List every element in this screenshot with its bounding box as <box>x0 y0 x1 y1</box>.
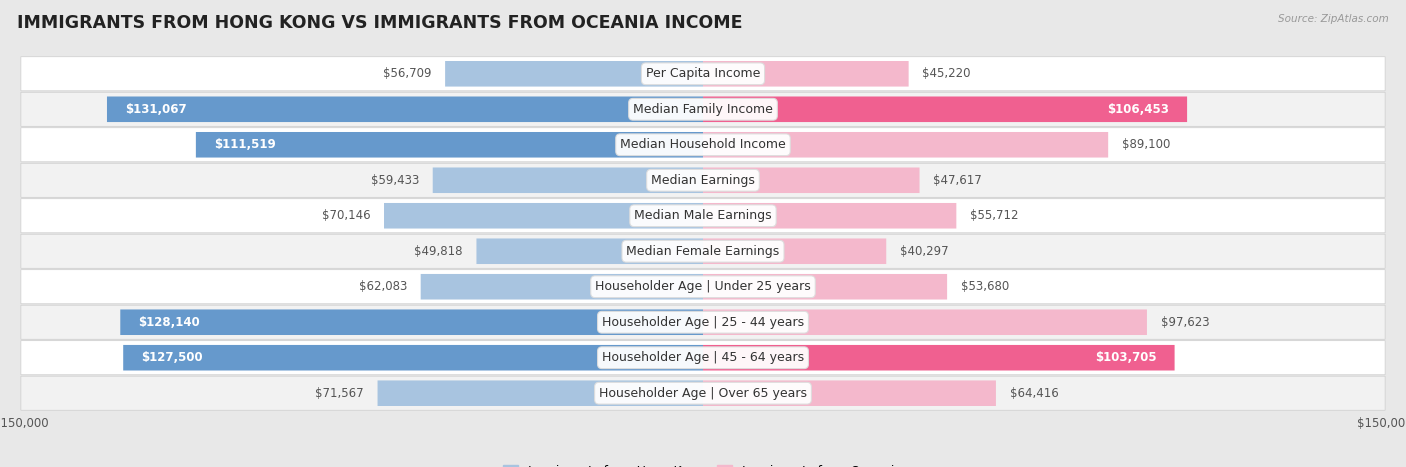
FancyBboxPatch shape <box>703 381 995 406</box>
Text: Median Earnings: Median Earnings <box>651 174 755 187</box>
Text: Median Family Income: Median Family Income <box>633 103 773 116</box>
Text: Householder Age | Over 65 years: Householder Age | Over 65 years <box>599 387 807 400</box>
Text: $45,220: $45,220 <box>922 67 970 80</box>
FancyBboxPatch shape <box>21 270 1385 304</box>
Text: $59,433: $59,433 <box>371 174 419 187</box>
Text: $70,146: $70,146 <box>322 209 370 222</box>
FancyBboxPatch shape <box>703 132 1108 157</box>
FancyBboxPatch shape <box>378 381 703 406</box>
FancyBboxPatch shape <box>107 97 703 122</box>
Text: Per Capita Income: Per Capita Income <box>645 67 761 80</box>
FancyBboxPatch shape <box>703 97 1187 122</box>
FancyBboxPatch shape <box>703 168 920 193</box>
Text: Median Male Earnings: Median Male Earnings <box>634 209 772 222</box>
FancyBboxPatch shape <box>703 274 948 299</box>
FancyBboxPatch shape <box>703 203 956 228</box>
Text: $89,100: $89,100 <box>1122 138 1170 151</box>
FancyBboxPatch shape <box>121 310 703 335</box>
Text: $55,712: $55,712 <box>970 209 1018 222</box>
FancyBboxPatch shape <box>703 345 1174 370</box>
FancyBboxPatch shape <box>433 168 703 193</box>
Text: $131,067: $131,067 <box>125 103 187 116</box>
Text: $53,680: $53,680 <box>960 280 1010 293</box>
FancyBboxPatch shape <box>446 61 703 86</box>
Text: $49,818: $49,818 <box>415 245 463 258</box>
FancyBboxPatch shape <box>21 128 1385 162</box>
FancyBboxPatch shape <box>703 310 1147 335</box>
FancyBboxPatch shape <box>420 274 703 299</box>
FancyBboxPatch shape <box>124 345 703 370</box>
FancyBboxPatch shape <box>21 199 1385 233</box>
Text: $111,519: $111,519 <box>214 138 276 151</box>
Text: $40,297: $40,297 <box>900 245 949 258</box>
Text: Source: ZipAtlas.com: Source: ZipAtlas.com <box>1278 14 1389 24</box>
Text: $71,567: $71,567 <box>315 387 364 400</box>
Text: $103,705: $103,705 <box>1095 351 1156 364</box>
FancyBboxPatch shape <box>384 203 703 228</box>
FancyBboxPatch shape <box>21 376 1385 410</box>
Text: Median Household Income: Median Household Income <box>620 138 786 151</box>
Text: Householder Age | 25 - 44 years: Householder Age | 25 - 44 years <box>602 316 804 329</box>
Text: $64,416: $64,416 <box>1010 387 1059 400</box>
Text: Householder Age | Under 25 years: Householder Age | Under 25 years <box>595 280 811 293</box>
Text: IMMIGRANTS FROM HONG KONG VS IMMIGRANTS FROM OCEANIA INCOME: IMMIGRANTS FROM HONG KONG VS IMMIGRANTS … <box>17 14 742 32</box>
FancyBboxPatch shape <box>21 305 1385 339</box>
Text: Median Female Earnings: Median Female Earnings <box>627 245 779 258</box>
Text: $128,140: $128,140 <box>138 316 200 329</box>
Text: $106,453: $106,453 <box>1107 103 1168 116</box>
FancyBboxPatch shape <box>703 239 886 264</box>
FancyBboxPatch shape <box>21 163 1385 197</box>
Text: $56,709: $56,709 <box>382 67 432 80</box>
FancyBboxPatch shape <box>21 92 1385 126</box>
FancyBboxPatch shape <box>21 341 1385 375</box>
Text: $97,623: $97,623 <box>1160 316 1209 329</box>
FancyBboxPatch shape <box>703 61 908 86</box>
Text: $127,500: $127,500 <box>142 351 202 364</box>
Legend: Immigrants from Hong Kong, Immigrants from Oceania: Immigrants from Hong Kong, Immigrants fr… <box>499 460 907 467</box>
FancyBboxPatch shape <box>21 234 1385 268</box>
FancyBboxPatch shape <box>195 132 703 157</box>
Text: Householder Age | 45 - 64 years: Householder Age | 45 - 64 years <box>602 351 804 364</box>
FancyBboxPatch shape <box>21 57 1385 91</box>
Text: $47,617: $47,617 <box>934 174 981 187</box>
FancyBboxPatch shape <box>477 239 703 264</box>
Text: $62,083: $62,083 <box>359 280 408 293</box>
